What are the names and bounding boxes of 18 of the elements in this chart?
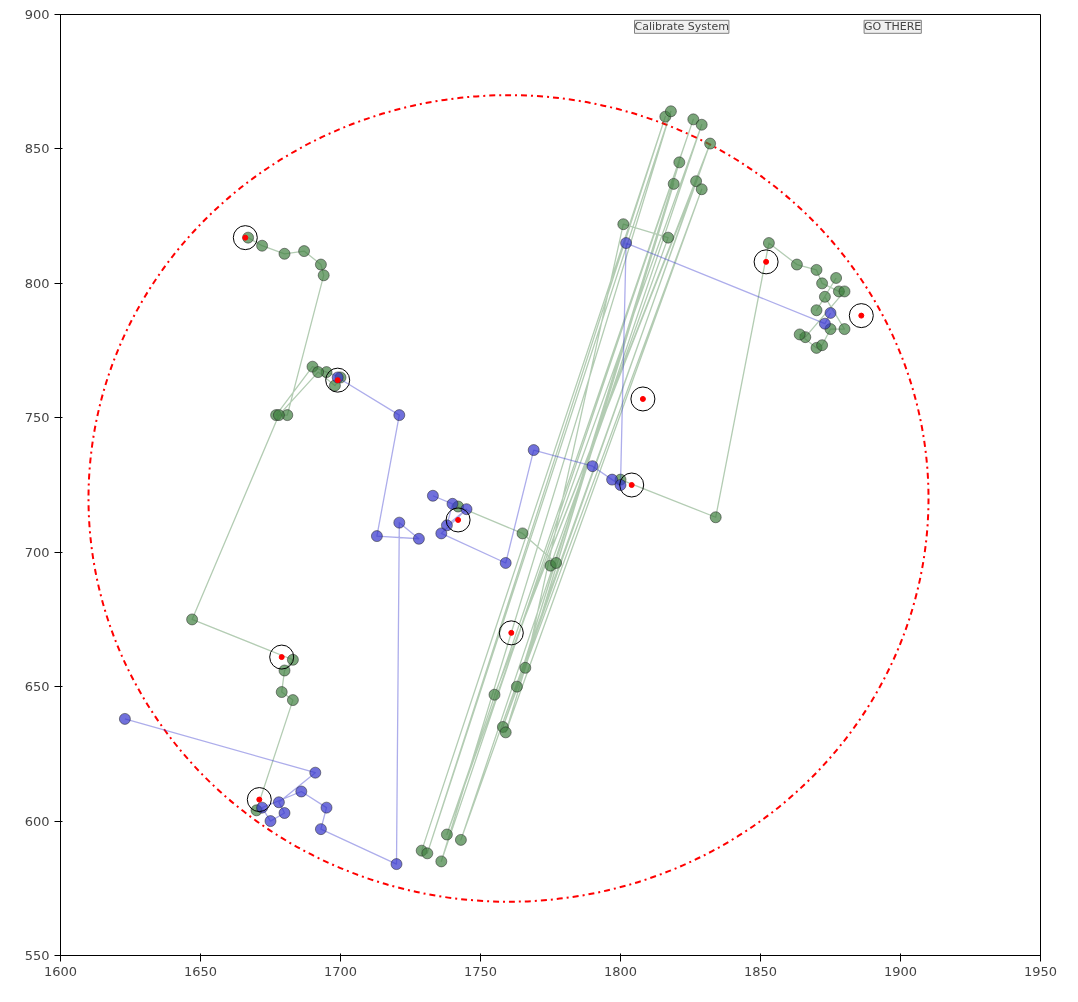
- y-tick-label: 600: [24, 813, 50, 829]
- y-tick-label: 750: [24, 410, 50, 426]
- x-tick-label: 1600: [43, 963, 78, 979]
- x-tick-label: 1850: [743, 963, 778, 979]
- y-tick-label: 850: [24, 141, 50, 157]
- y-tick-label: 800: [24, 275, 50, 291]
- annotation: GO THERE: [864, 20, 922, 34]
- x-tick-label: 1950: [1023, 963, 1058, 979]
- y-tick-label: 700: [24, 544, 50, 560]
- x-tick-label: 1750: [463, 963, 498, 979]
- annotation: Calibrate System: [634, 20, 729, 34]
- x-tick-label: 1900: [883, 963, 918, 979]
- x-tick-label: 1700: [323, 963, 358, 979]
- y-tick-label: 550: [24, 948, 50, 963]
- y-tick-label: 650: [24, 679, 50, 695]
- x-tick-label: 1650: [183, 963, 218, 979]
- y-tick-label: 900: [24, 7, 50, 22]
- x-tick-label: 1800: [603, 963, 638, 979]
